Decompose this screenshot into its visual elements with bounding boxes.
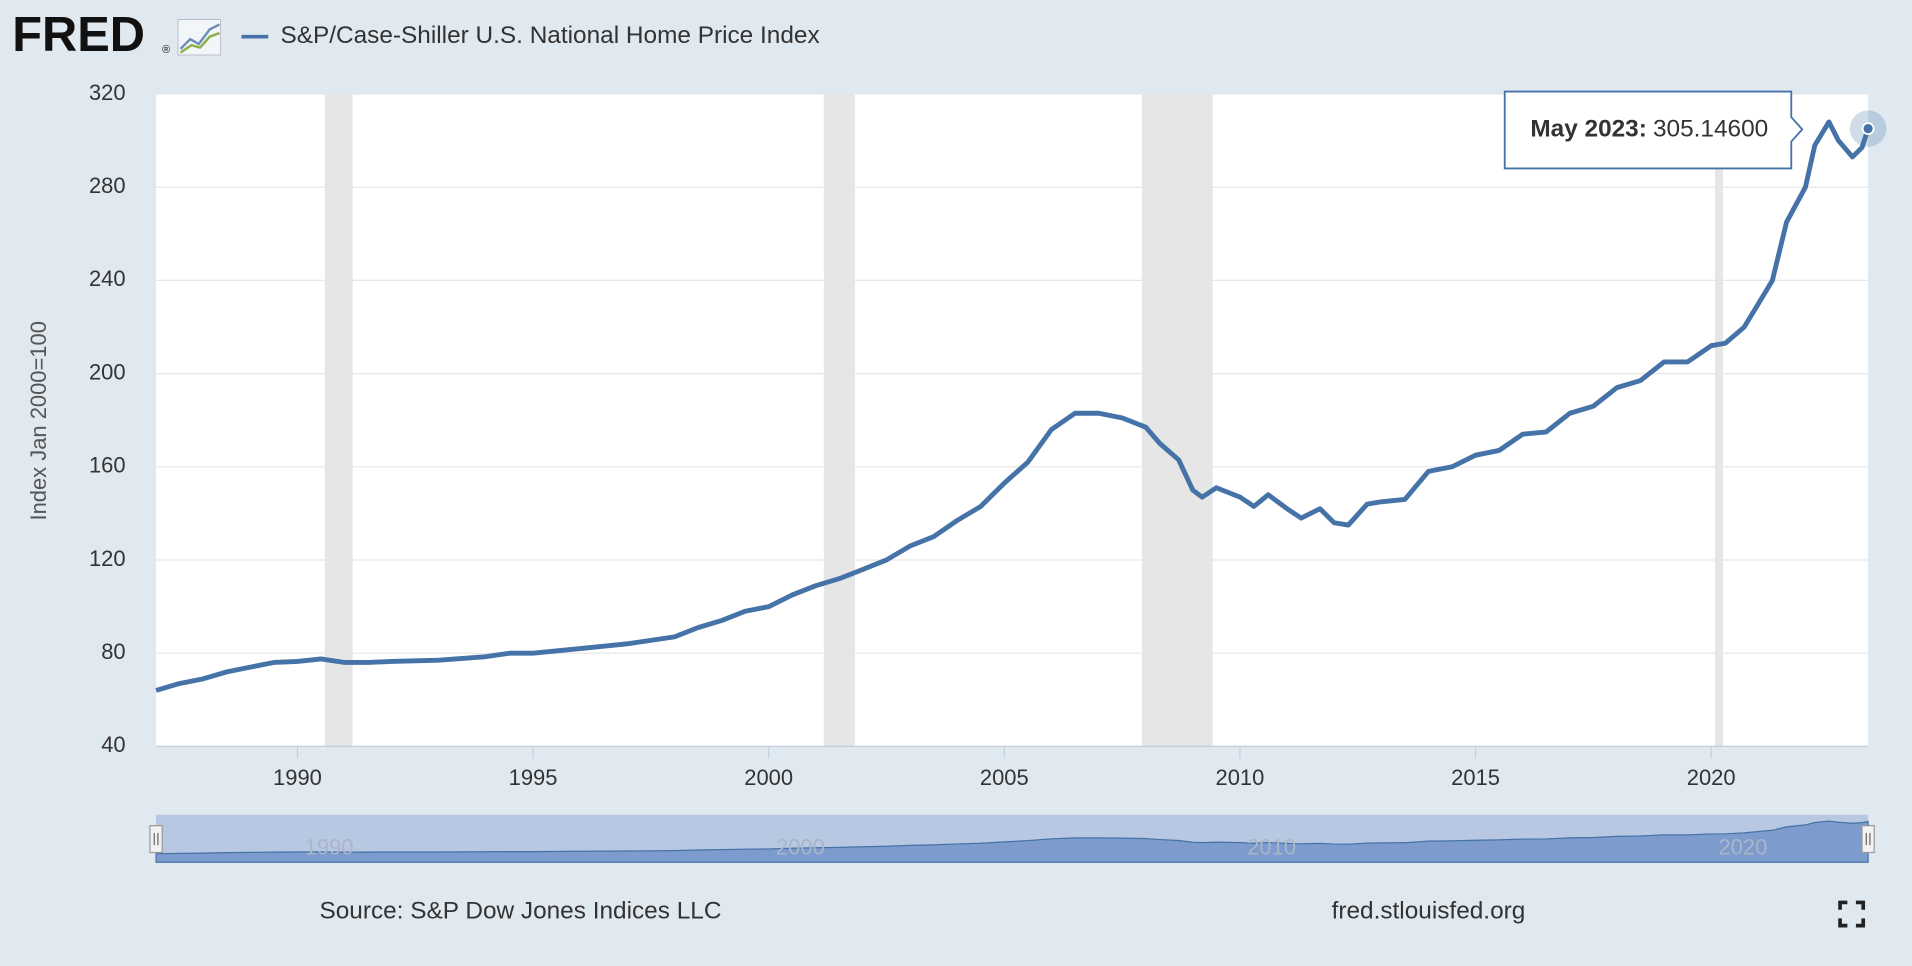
y-tick-label: 160 bbox=[89, 453, 126, 478]
y-tick-label: 200 bbox=[89, 359, 126, 384]
tooltip-value: 305.14600 bbox=[1653, 116, 1768, 143]
y-axis-label: Index Jan 2000=100 bbox=[26, 321, 51, 520]
recession-band bbox=[1714, 94, 1723, 747]
navigator-handle[interactable] bbox=[1861, 825, 1875, 854]
y-tick-label: 320 bbox=[89, 80, 126, 105]
tooltip-box bbox=[1503, 90, 1804, 170]
logo-mark: ® bbox=[162, 44, 170, 56]
source: Source: S&P Dow Jones Indices LLC bbox=[319, 898, 721, 925]
x-tick-label: 1990 bbox=[273, 765, 322, 790]
x-tick-label: 2005 bbox=[980, 765, 1029, 790]
tooltip: May 2023: 305.14600 bbox=[1503, 90, 1804, 170]
plot-area bbox=[156, 94, 1869, 747]
handle-body bbox=[149, 825, 163, 854]
legend-label: S&P/Case-Shiller U.S. National Home Pric… bbox=[280, 22, 819, 49]
x-tick-label: 2010 bbox=[1216, 765, 1265, 790]
x-tick-label: 1995 bbox=[509, 765, 558, 790]
y-tick-label: 280 bbox=[89, 173, 126, 198]
recession-band bbox=[823, 94, 855, 747]
recession-band bbox=[1141, 94, 1213, 747]
y-tick-label: 120 bbox=[89, 546, 126, 571]
logo: FRED bbox=[12, 8, 145, 62]
navigator-handle[interactable] bbox=[149, 825, 163, 854]
x-tick-label: 2015 bbox=[1451, 765, 1500, 790]
tooltip-text: May 2023: 305.14600 bbox=[1530, 116, 1768, 143]
y-tick-label: 40 bbox=[101, 732, 125, 757]
navigator-tick-label: 2020 bbox=[1718, 835, 1767, 860]
navigator-tick-label: 2010 bbox=[1247, 835, 1296, 860]
y-tick-label: 80 bbox=[101, 639, 125, 664]
data-line bbox=[155, 119, 1871, 693]
site-link[interactable]: fred.stlouisfed.org bbox=[1332, 898, 1526, 925]
handle-body bbox=[1861, 825, 1875, 854]
navigator-area bbox=[155, 820, 1869, 863]
navigator-tick-label: 2000 bbox=[776, 835, 825, 860]
x-tick-label: 2000 bbox=[744, 765, 793, 790]
y-tick-label: 240 bbox=[89, 266, 126, 291]
navigator-tick-label: 1990 bbox=[305, 835, 354, 860]
hover-point bbox=[1861, 122, 1875, 136]
logo-icon bbox=[177, 19, 222, 56]
x-tick-label: 2020 bbox=[1687, 765, 1736, 790]
recession-band bbox=[324, 94, 353, 747]
tooltip-date: May 2023: bbox=[1530, 116, 1647, 143]
fullscreen-button[interactable] bbox=[1838, 900, 1866, 928]
